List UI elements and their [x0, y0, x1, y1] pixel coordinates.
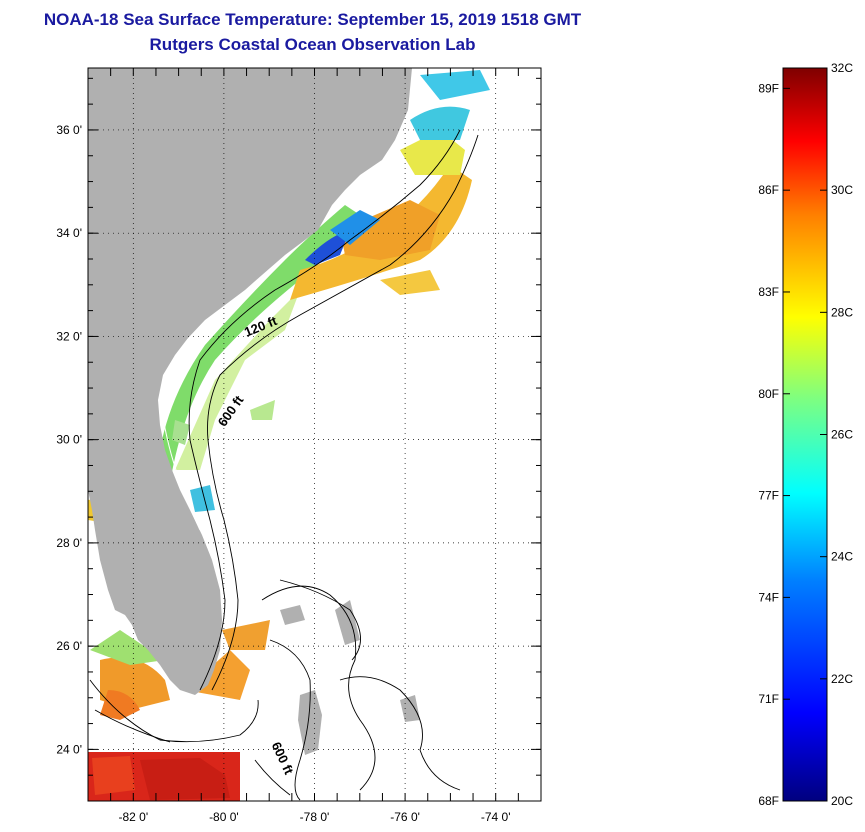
lat-label: 24 0' — [56, 742, 82, 756]
colorbar-label-fahrenheit: 68F — [758, 794, 779, 808]
contour-label-600ft-south: 600 ft — [269, 740, 297, 778]
colorbar-label-fahrenheit: 71F — [758, 692, 779, 706]
lat-label: 36 0' — [56, 123, 82, 137]
colorbar-label-celsius: 22C — [831, 672, 853, 686]
colorbar-label-celsius: 28C — [831, 305, 853, 319]
bathymetry-contours — [89, 129, 479, 801]
map-subtitle: Rutgers Coastal Ocean Observation Lab — [149, 35, 476, 54]
colorbar-label-fahrenheit: 77F — [758, 489, 779, 503]
colorbar-label-fahrenheit: 80F — [758, 387, 779, 401]
lon-label: -74 0' — [481, 810, 511, 824]
colorbar-label-celsius: 20C — [831, 794, 853, 808]
axis-layer: 36 0' 34 0' 32 0' 30 0' 28 0' 26 0' 24 0' -82 0… — [56, 68, 542, 824]
colorbar-label-celsius: 26C — [831, 428, 853, 442]
colorbar-label-fahrenheit: 89F — [758, 81, 779, 95]
lat-label: 28 0' — [56, 536, 82, 550]
lon-label: -82 0' — [118, 810, 148, 824]
colorbar-label-fahrenheit: 74F — [758, 590, 779, 604]
colorbar-labels: 32C 30C 28C 26C 24C 22C 20C 89F 86F 83F 80F 77F 74F 7… — [758, 61, 853, 808]
lon-label: -80 0' — [209, 810, 239, 824]
colorbar-label-celsius: 30C — [831, 183, 853, 197]
colorbar — [782, 67, 828, 802]
lat-label: 26 0' — [56, 639, 82, 653]
colorbar-label-celsius: 32C — [831, 61, 853, 75]
lon-label: -78 0' — [300, 810, 330, 824]
lon-label: -76 0' — [390, 810, 420, 824]
lat-label: 34 0' — [56, 226, 82, 240]
colorbar-label-fahrenheit: 86F — [758, 183, 779, 197]
colorbar-label-celsius: 24C — [831, 550, 853, 564]
lat-label: 30 0' — [56, 433, 82, 447]
map-title: NOAA-18 Sea Surface Temperature: Septemb… — [43, 10, 582, 29]
grid-layer — [88, 68, 541, 801]
colorbar-label-fahrenheit: 83F — [758, 285, 779, 299]
lat-label: 32 0' — [56, 329, 82, 343]
land-mass — [88, 68, 412, 695]
